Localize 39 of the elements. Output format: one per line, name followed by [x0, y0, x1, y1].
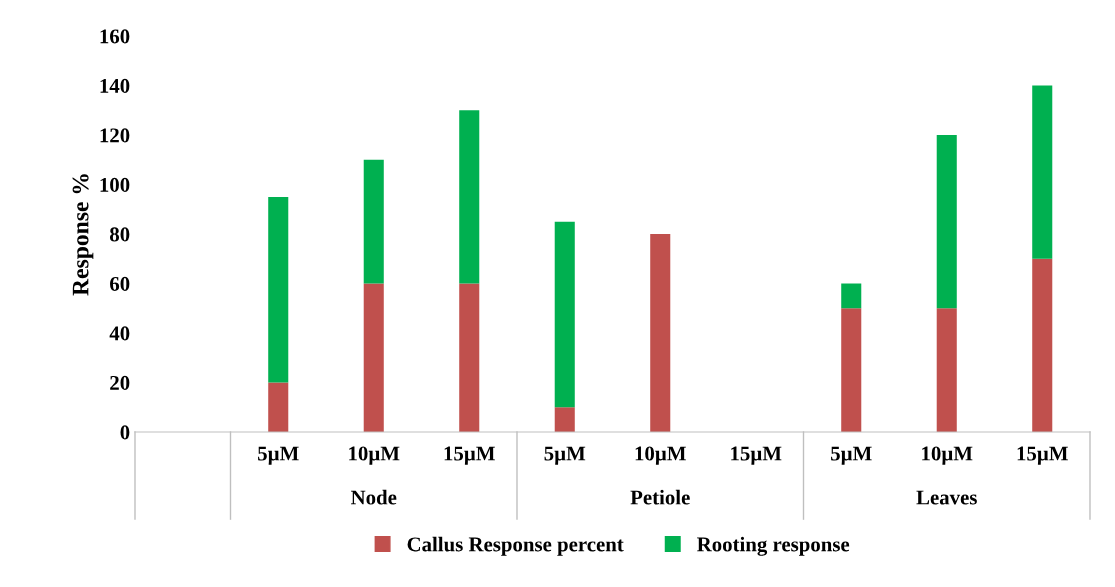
x-tick-label: 15µM: [1017, 446, 1068, 465]
bar: [841, 283, 862, 309]
bar: [1032, 258, 1053, 432]
bar: [268, 196, 289, 383]
x-tick-label: 10µM: [349, 446, 400, 465]
x-tick-label: 5µM: [544, 446, 586, 465]
legend-label: Callus Response percent: [407, 536, 624, 556]
y-tick-label: 20: [110, 375, 130, 390]
bar: [936, 135, 957, 309]
y-tick-label: 120: [100, 128, 130, 143]
bar: [1032, 85, 1053, 259]
y-tick-label: 80: [110, 227, 130, 242]
x-tick-label: 15µM: [731, 446, 782, 465]
text: Node: [351, 489, 397, 505]
text: Leaves: [916, 490, 977, 505]
bar: [363, 283, 384, 432]
y-tick-label: 60: [110, 276, 130, 291]
x-tick-label: 5µM: [258, 446, 299, 465]
y-tick-label: 160: [100, 29, 130, 44]
bar: [554, 407, 575, 432]
y-tick-label: 100: [100, 177, 130, 192]
bar: [650, 234, 671, 432]
text: Petiole: [630, 489, 690, 505]
x-tick-label: 10µM: [922, 446, 973, 465]
y-tick-label: 140: [100, 78, 130, 93]
x-tick-label: 5µM: [831, 446, 872, 465]
y-tick-label: 0: [120, 425, 130, 440]
bar: [459, 110, 480, 284]
bar: [936, 308, 957, 432]
y-axis-title: Response %: [72, 174, 94, 296]
x-tick-label: 15µM: [444, 446, 495, 465]
bar: [363, 159, 384, 284]
bar: [554, 221, 575, 408]
bar: [459, 283, 480, 432]
y-tick-label: 40: [109, 326, 130, 341]
x-tick-label: 10µM: [635, 446, 686, 465]
legend-label: Rooting response: [697, 536, 850, 556]
bar: [841, 308, 862, 432]
bar: [268, 382, 289, 432]
